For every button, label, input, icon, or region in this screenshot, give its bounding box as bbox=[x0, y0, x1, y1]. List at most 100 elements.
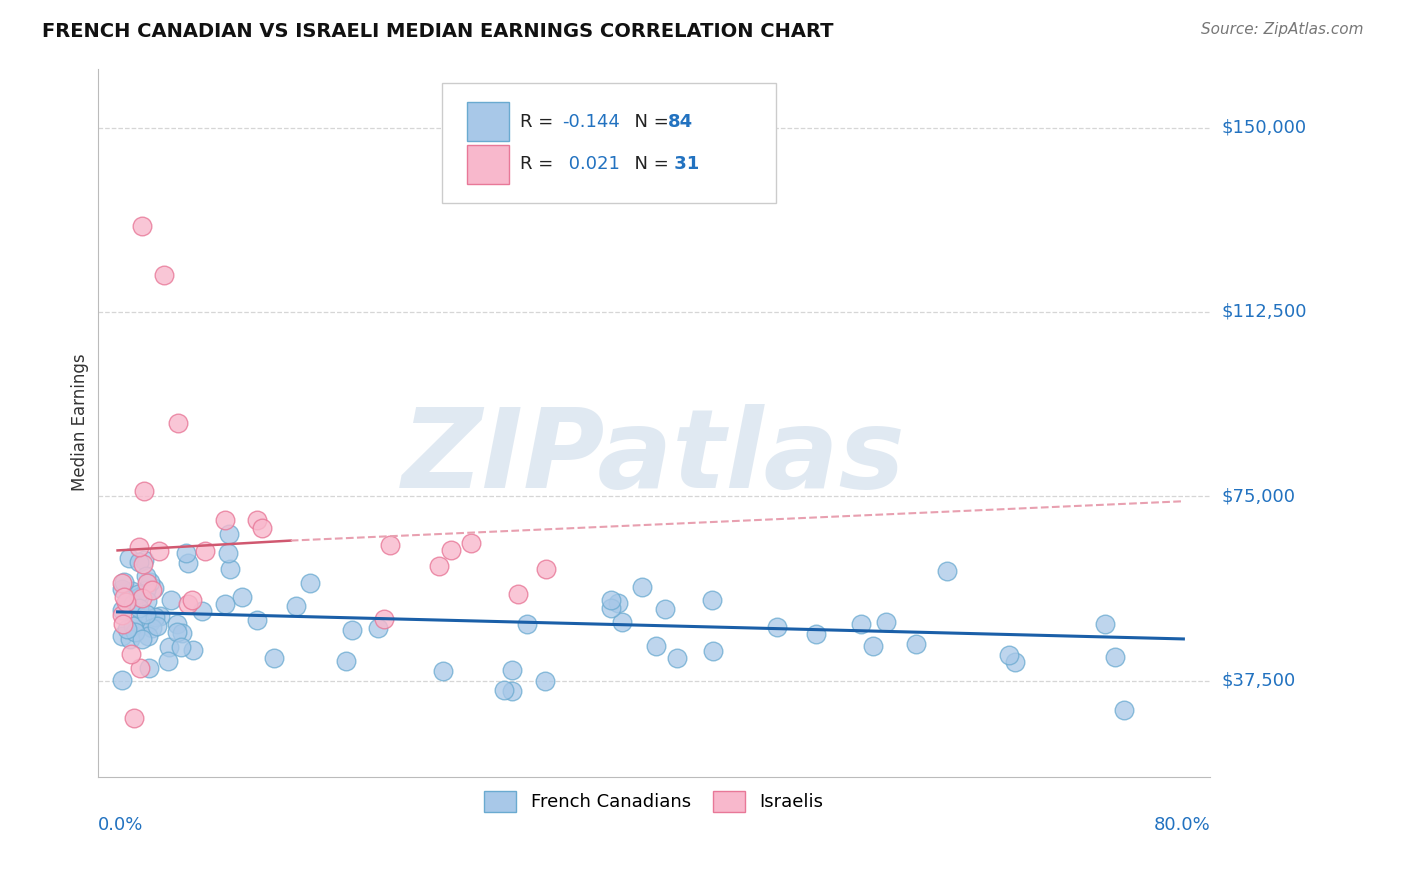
Point bbox=[177, 556, 200, 570]
Point bbox=[135, 569, 157, 583]
Point bbox=[501, 684, 523, 698]
Point bbox=[700, 592, 723, 607]
Point bbox=[367, 621, 389, 635]
FancyBboxPatch shape bbox=[467, 103, 509, 141]
Text: 80.0%: 80.0% bbox=[1153, 815, 1211, 833]
Point bbox=[183, 643, 205, 657]
Text: FRENCH CANADIAN VS ISRAELI MEDIAN EARNINGS CORRELATION CHART: FRENCH CANADIAN VS ISRAELI MEDIAN EARNIN… bbox=[42, 22, 834, 41]
Point bbox=[998, 648, 1021, 663]
Point bbox=[536, 562, 558, 576]
Point bbox=[246, 513, 269, 527]
Point bbox=[121, 597, 143, 611]
Point bbox=[494, 682, 516, 697]
Point bbox=[112, 575, 135, 590]
Point bbox=[373, 612, 395, 626]
Text: -0.144: -0.144 bbox=[562, 112, 620, 130]
Point bbox=[156, 654, 179, 668]
Point bbox=[335, 654, 357, 668]
Point bbox=[218, 562, 240, 576]
Point bbox=[214, 513, 236, 527]
Point bbox=[172, 626, 194, 640]
Text: 84: 84 bbox=[668, 112, 693, 130]
Point bbox=[127, 587, 149, 601]
Point bbox=[134, 552, 156, 566]
Text: 31: 31 bbox=[668, 155, 700, 173]
Point bbox=[166, 624, 188, 639]
Point bbox=[516, 616, 538, 631]
Point bbox=[1104, 650, 1126, 665]
Text: N =: N = bbox=[623, 112, 673, 130]
Point bbox=[501, 663, 523, 677]
Point bbox=[439, 543, 461, 558]
Point bbox=[804, 627, 827, 641]
Point bbox=[432, 665, 454, 679]
Point bbox=[600, 601, 623, 615]
Point bbox=[181, 593, 204, 607]
Point bbox=[533, 674, 555, 689]
Point bbox=[250, 521, 273, 535]
Point bbox=[110, 603, 132, 617]
Point bbox=[122, 711, 145, 725]
Point bbox=[111, 617, 134, 632]
Point bbox=[129, 615, 152, 629]
Point bbox=[110, 575, 132, 590]
Text: R =: R = bbox=[520, 112, 560, 130]
Text: Source: ZipAtlas.com: Source: ZipAtlas.com bbox=[1201, 22, 1364, 37]
Point bbox=[146, 619, 169, 633]
Point bbox=[117, 593, 139, 607]
Text: ZIPatlas: ZIPatlas bbox=[402, 404, 905, 511]
Point bbox=[194, 543, 217, 558]
Point bbox=[139, 615, 162, 630]
Point bbox=[427, 558, 450, 573]
Point bbox=[1004, 655, 1026, 669]
Point bbox=[142, 581, 165, 595]
Legend: French Canadians, Israelis: French Canadians, Israelis bbox=[475, 781, 832, 821]
Point bbox=[174, 546, 197, 560]
Point bbox=[166, 616, 188, 631]
Point bbox=[110, 629, 132, 643]
Point bbox=[138, 661, 160, 675]
Point bbox=[263, 651, 285, 665]
Point bbox=[935, 564, 957, 578]
Point bbox=[118, 632, 141, 647]
Point bbox=[139, 575, 162, 590]
Point bbox=[128, 601, 150, 615]
Point bbox=[141, 582, 163, 597]
Point bbox=[110, 582, 132, 597]
Point bbox=[128, 541, 150, 555]
Point bbox=[118, 551, 141, 566]
Point bbox=[143, 610, 166, 624]
Point bbox=[149, 608, 172, 623]
Point bbox=[120, 648, 142, 662]
Point bbox=[135, 607, 157, 622]
Point bbox=[141, 621, 163, 635]
Point bbox=[110, 608, 132, 623]
Point bbox=[112, 591, 135, 605]
Point bbox=[654, 602, 676, 616]
Point bbox=[246, 614, 269, 628]
Point bbox=[610, 615, 633, 629]
Text: N =: N = bbox=[623, 155, 673, 173]
Point bbox=[157, 640, 180, 655]
Point bbox=[121, 583, 143, 598]
FancyBboxPatch shape bbox=[443, 83, 776, 203]
Point bbox=[159, 593, 181, 607]
Point bbox=[904, 637, 927, 651]
Point bbox=[115, 595, 138, 609]
Text: 0.021: 0.021 bbox=[562, 155, 620, 173]
Point bbox=[666, 651, 689, 665]
Point bbox=[110, 673, 132, 687]
Point bbox=[134, 484, 156, 499]
Point bbox=[284, 599, 307, 614]
Point bbox=[176, 598, 198, 612]
Point bbox=[131, 591, 153, 606]
Point bbox=[169, 640, 191, 654]
Text: $37,500: $37,500 bbox=[1222, 672, 1295, 690]
Point bbox=[231, 590, 253, 604]
Point bbox=[128, 660, 150, 674]
Point bbox=[607, 596, 630, 610]
Point bbox=[380, 539, 402, 553]
Point bbox=[849, 617, 872, 632]
Point bbox=[299, 576, 322, 591]
Text: $112,500: $112,500 bbox=[1222, 303, 1306, 321]
